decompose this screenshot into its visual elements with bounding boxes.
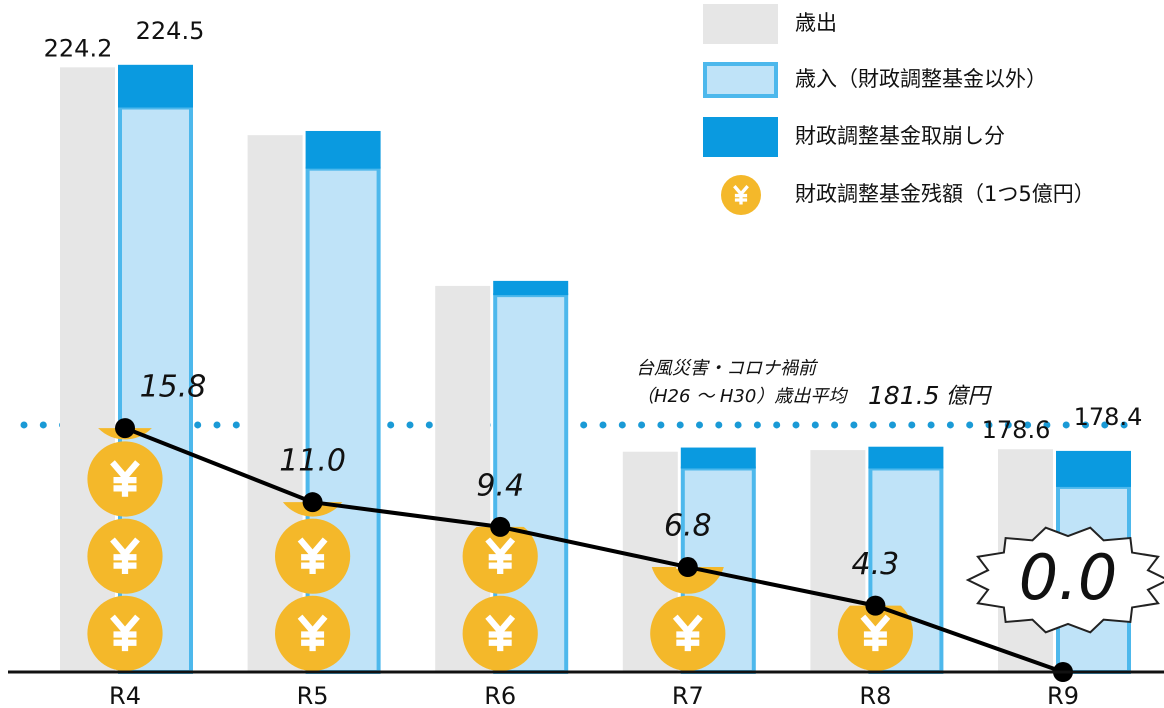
- yen-symbol: [110, 537, 140, 574]
- x-tick-label: R8: [859, 682, 891, 708]
- coin-group: [650, 595, 726, 671]
- withdrawal-bar: [868, 446, 944, 469]
- yen-symbol: [110, 614, 140, 652]
- legend-label: 歳入（財政調整基金以外）: [795, 67, 1047, 91]
- balance-label: 9.4: [476, 468, 524, 503]
- balance-label: 6.8: [664, 509, 712, 544]
- yen-symbol: [297, 614, 328, 652]
- balance-label: 15.8: [140, 370, 207, 405]
- withdrawal-bar: [1056, 450, 1131, 487]
- balance-point: [490, 516, 511, 537]
- withdrawal-bar: [680, 447, 756, 469]
- legend-coin: [721, 175, 761, 215]
- reference-number: 181.5: [868, 381, 940, 410]
- withdrawal-bar: [493, 280, 569, 296]
- legend-label: 歳出: [795, 11, 837, 35]
- yen-symbol: [485, 537, 516, 574]
- balance-point: [115, 418, 135, 439]
- withdrawal-bar: [118, 64, 193, 108]
- x-tick-label: R6: [484, 682, 516, 708]
- balance-line: [124, 426, 1064, 674]
- yen-symbol: [860, 614, 891, 652]
- legend-label: 財政調整基金取崩し分: [795, 124, 1005, 148]
- legend-swatch: [703, 4, 778, 44]
- balance-label: 4.3: [852, 547, 900, 582]
- reference-unit: 億円: [946, 384, 993, 409]
- balance-label: 11.0: [279, 444, 346, 479]
- x-tick-label: R9: [1047, 682, 1079, 708]
- expenditure-bar: [247, 135, 303, 673]
- balance-point: [302, 492, 323, 513]
- x-tick-label: R5: [297, 682, 329, 708]
- reference-note: 台風災害・コロナ禍前: [636, 358, 819, 379]
- yen-symbol: [733, 185, 749, 205]
- reference-value: 181.5 億円: [868, 381, 993, 410]
- yen-symbol: [110, 460, 140, 497]
- coin-group: [275, 518, 351, 594]
- coin-group: [87, 441, 163, 517]
- x-tick-label: R7: [672, 682, 704, 708]
- yen-symbol: [485, 614, 516, 652]
- yen-symbol: [297, 537, 328, 574]
- coin: [651, 567, 724, 594]
- revenue-total-label: 178.4: [1074, 403, 1143, 431]
- legend-swatch: [703, 117, 778, 157]
- balance-point: [677, 557, 698, 578]
- coin-group: [462, 526, 538, 594]
- x-tick-label: R4: [109, 682, 141, 708]
- coin-group: [87, 518, 163, 594]
- expenditure-label: 224.2: [44, 34, 113, 62]
- yen-symbol: [672, 614, 703, 652]
- coin-group: [462, 595, 538, 671]
- coin-group: [87, 595, 163, 671]
- revenue-total-label: 224.5: [136, 17, 205, 45]
- coin-group: [837, 605, 913, 671]
- coin-group: [275, 595, 351, 671]
- burst: [965, 526, 1164, 634]
- reference-note: （H26 ～ H30）歳出平均: [636, 386, 848, 407]
- legend-label: 財政調整基金残額（1つ5億円）: [795, 182, 1095, 206]
- balance-label: 0.0: [1019, 541, 1118, 614]
- withdrawal-bar: [305, 130, 381, 169]
- coin-group: [651, 567, 724, 594]
- expenditure-label: 178.6: [982, 416, 1051, 444]
- legend-swatch: [703, 62, 778, 98]
- balance-point: [865, 595, 886, 616]
